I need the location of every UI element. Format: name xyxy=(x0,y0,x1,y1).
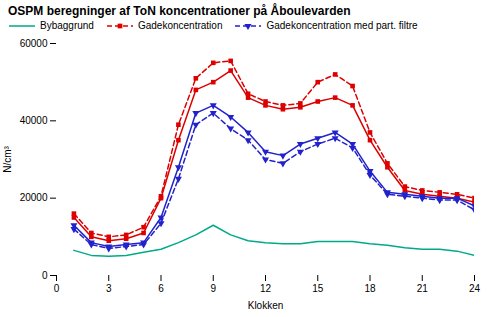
svg-text:0: 0 xyxy=(54,283,60,294)
svg-text:N/cm³: N/cm³ xyxy=(2,146,13,173)
svg-text:6: 6 xyxy=(158,283,164,294)
svg-text:15: 15 xyxy=(312,283,324,294)
svg-text:Klokken: Klokken xyxy=(248,300,284,311)
svg-text:40000: 40000 xyxy=(20,115,48,126)
svg-text:0: 0 xyxy=(42,270,48,281)
html-text:Gadekoncentration med part. fi: Gadekoncentration med part. filtre xyxy=(266,20,418,31)
svg-text:24: 24 xyxy=(469,283,481,294)
svg-text:21: 21 xyxy=(417,283,429,294)
svg-text:3: 3 xyxy=(106,283,112,294)
html-text:OSPM beregninger af ToN koncen: OSPM beregninger af ToN koncentrationer … xyxy=(8,4,351,18)
svg-text:60000: 60000 xyxy=(20,38,48,49)
html-text:Bybaggrund: Bybaggrund xyxy=(40,20,94,31)
svg-text:18: 18 xyxy=(364,283,376,294)
svg-text:9: 9 xyxy=(210,283,216,294)
svg-text:12: 12 xyxy=(260,283,272,294)
svg-text:20000: 20000 xyxy=(20,192,48,203)
html-text:Gadekoncentration: Gadekoncentration xyxy=(137,20,223,31)
